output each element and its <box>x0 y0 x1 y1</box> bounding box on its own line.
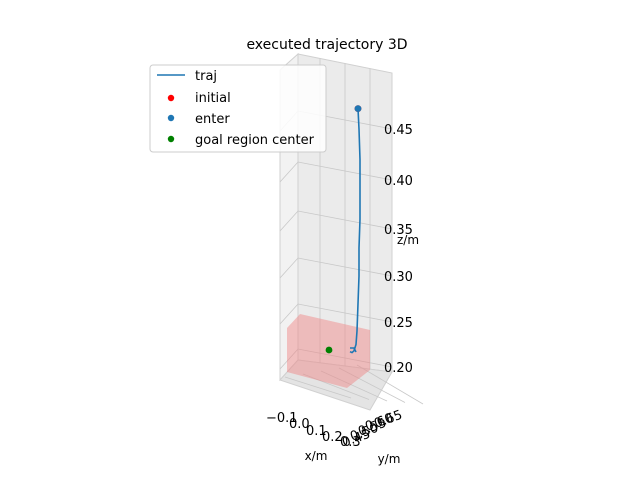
legend-enter-label: enter <box>195 112 230 127</box>
legend-goal-swatch <box>167 135 175 143</box>
x-axis-label: x/m <box>305 449 328 463</box>
legend-traj-label: traj <box>195 69 217 84</box>
legend-box <box>149 64 327 153</box>
z-tick-label: 0.25 <box>384 316 413 331</box>
z-tick-label: 0.45 <box>384 123 413 138</box>
floor-grid-line <box>338 367 406 403</box>
traj-line <box>349 108 361 354</box>
z-grid-line <box>279 348 393 370</box>
z-grid-line <box>279 257 393 279</box>
legend-enter-swatch <box>167 114 175 122</box>
y-tick-label: 0.65 <box>372 408 404 432</box>
legend-initial-swatch <box>167 94 175 102</box>
z-tick-label: 0.30 <box>384 270 413 285</box>
plot-area <box>325 105 362 354</box>
z-tick-label: 0.40 <box>384 174 413 189</box>
floor-grid-line <box>320 370 388 402</box>
x-tick-label: 0.0 <box>289 417 310 432</box>
traj-line-hook <box>350 347 357 353</box>
z-tick-label: 0.35 <box>384 223 413 238</box>
x-tick-label: 0.3 <box>340 435 361 450</box>
x-tick-label: 0.2 <box>322 430 343 445</box>
floor-grid-line <box>284 376 352 399</box>
chart-title: executed trajectory 3D <box>246 37 407 53</box>
z-tick-label: 0.20 <box>384 361 413 376</box>
legend-initial-label: initial <box>195 91 231 106</box>
goal-center-marker <box>325 346 333 354</box>
tick-labels: 0.20 0.25 0.30 0.35 0.40 0.45 −0.10.00.10.20.3… <box>266 123 413 451</box>
z-grid-line <box>279 303 393 325</box>
z-axis-label: z/m <box>397 233 419 247</box>
floor-grid-line <box>356 364 424 405</box>
x-tick-label: 0.1 <box>306 424 327 439</box>
y-axis-label: y/m <box>378 452 401 466</box>
legend: traj initial enter goal region center <box>149 64 327 153</box>
legend-goal-label: goal region center <box>195 133 315 148</box>
floor-grid-line <box>302 373 370 400</box>
enter-marker <box>354 105 362 112</box>
x-tick-label: −0.1 <box>266 411 298 426</box>
